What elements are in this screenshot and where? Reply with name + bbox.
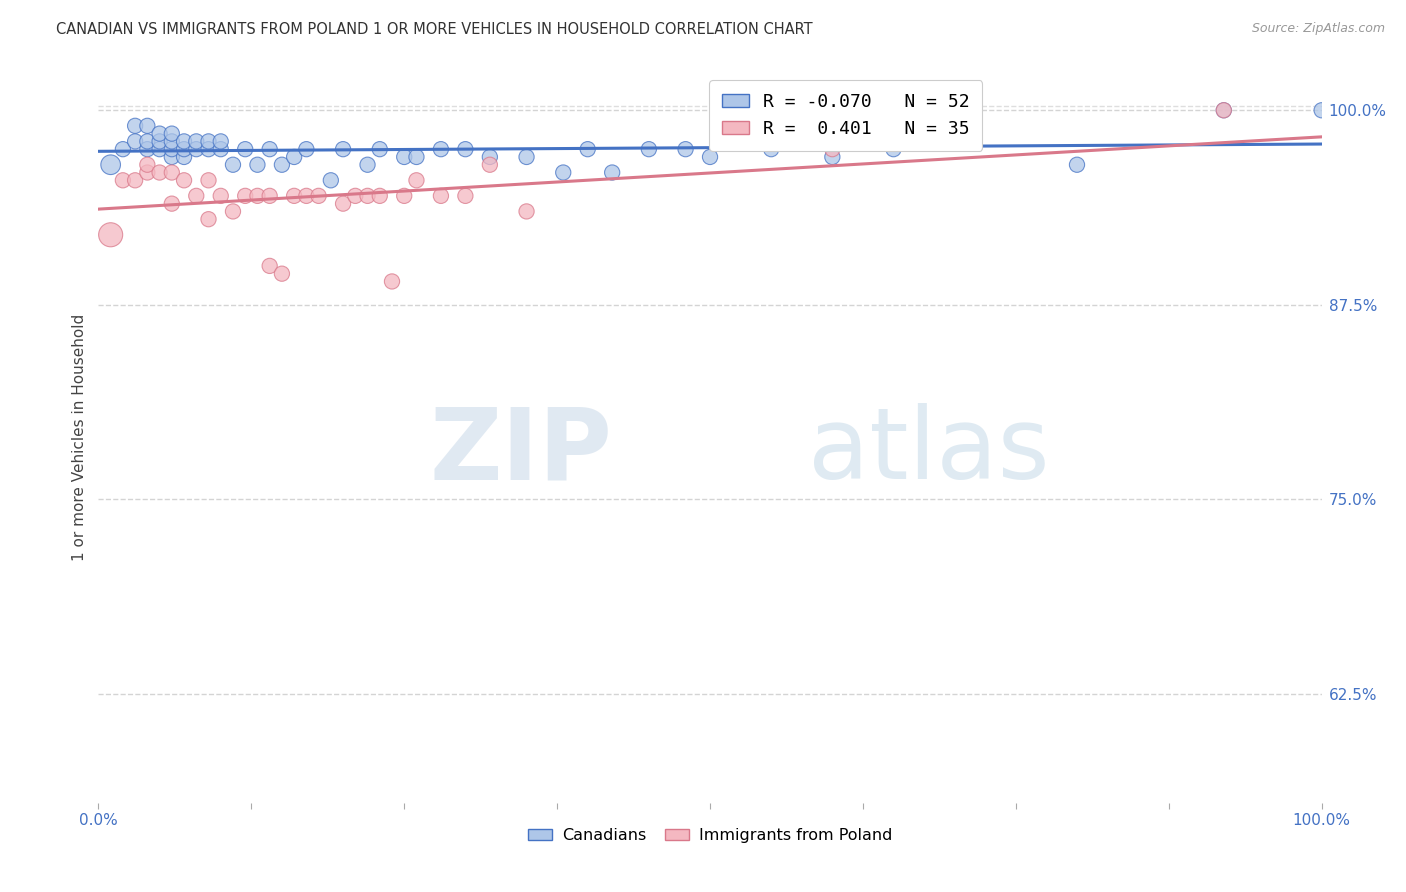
Point	[308, 189, 330, 203]
Point	[222, 204, 245, 219]
Point	[186, 135, 208, 149]
Point	[883, 142, 905, 156]
Point	[233, 189, 256, 203]
Y-axis label: 1 or more Vehicles in Household: 1 or more Vehicles in Household	[72, 313, 87, 561]
Point	[319, 173, 342, 187]
Point	[197, 173, 219, 187]
Point	[478, 158, 501, 172]
Point	[381, 275, 404, 289]
Point	[246, 189, 269, 203]
Point	[699, 150, 721, 164]
Point	[600, 165, 623, 179]
Point	[149, 135, 172, 149]
Point	[173, 173, 195, 187]
Point	[136, 135, 159, 149]
Point	[283, 150, 305, 164]
Point	[136, 119, 159, 133]
Point	[454, 189, 477, 203]
Point	[761, 142, 783, 156]
Point	[186, 142, 208, 156]
Point	[136, 165, 159, 179]
Point	[1310, 103, 1333, 118]
Point	[160, 165, 183, 179]
Point	[124, 135, 146, 149]
Point	[160, 150, 183, 164]
Point	[515, 150, 537, 164]
Point	[149, 165, 172, 179]
Text: CANADIAN VS IMMIGRANTS FROM POLAND 1 OR MORE VEHICLES IN HOUSEHOLD CORRELATION C: CANADIAN VS IMMIGRANTS FROM POLAND 1 OR …	[56, 22, 813, 37]
Point	[295, 142, 318, 156]
Point	[124, 119, 146, 133]
Point	[295, 189, 318, 203]
Point	[173, 150, 195, 164]
Point	[197, 142, 219, 156]
Point	[392, 189, 416, 203]
Point	[209, 142, 232, 156]
Point	[368, 189, 391, 203]
Point	[356, 158, 378, 172]
Point	[1212, 103, 1234, 118]
Point	[149, 127, 172, 141]
Point	[553, 165, 575, 179]
Point	[515, 204, 537, 219]
Point	[1212, 103, 1234, 118]
Text: ZIP: ZIP	[429, 403, 612, 500]
Point	[1066, 158, 1088, 172]
Point	[173, 135, 195, 149]
Point	[576, 142, 599, 156]
Point	[259, 142, 281, 156]
Point	[173, 142, 195, 156]
Point	[186, 189, 208, 203]
Point	[430, 189, 453, 203]
Point	[368, 142, 391, 156]
Point	[283, 189, 305, 203]
Point	[259, 259, 281, 273]
Point	[344, 189, 367, 203]
Point	[821, 142, 844, 156]
Point	[332, 142, 354, 156]
Point	[209, 135, 232, 149]
Point	[197, 135, 219, 149]
Point	[637, 142, 661, 156]
Point	[246, 158, 269, 172]
Point	[233, 142, 256, 156]
Point	[454, 142, 477, 156]
Point	[100, 227, 122, 242]
Point	[821, 150, 844, 164]
Point	[160, 142, 183, 156]
Point	[675, 142, 697, 156]
Point	[270, 158, 294, 172]
Legend: Canadians, Immigrants from Poland: Canadians, Immigrants from Poland	[522, 822, 898, 850]
Point	[209, 189, 232, 203]
Point	[405, 150, 427, 164]
Point	[136, 142, 159, 156]
Point	[160, 135, 183, 149]
Point	[197, 212, 219, 227]
Point	[160, 196, 183, 211]
Point	[222, 158, 245, 172]
Point	[405, 173, 427, 187]
Point	[430, 142, 453, 156]
Point	[124, 173, 146, 187]
Point	[332, 196, 354, 211]
Point	[100, 158, 122, 172]
Point	[160, 127, 183, 141]
Point	[111, 173, 134, 187]
Point	[356, 189, 378, 203]
Point	[259, 189, 281, 203]
Point	[111, 142, 134, 156]
Point	[149, 142, 172, 156]
Point	[136, 158, 159, 172]
Point	[478, 150, 501, 164]
Text: atlas: atlas	[808, 403, 1049, 500]
Point	[270, 267, 294, 281]
Text: Source: ZipAtlas.com: Source: ZipAtlas.com	[1251, 22, 1385, 36]
Point	[392, 150, 416, 164]
